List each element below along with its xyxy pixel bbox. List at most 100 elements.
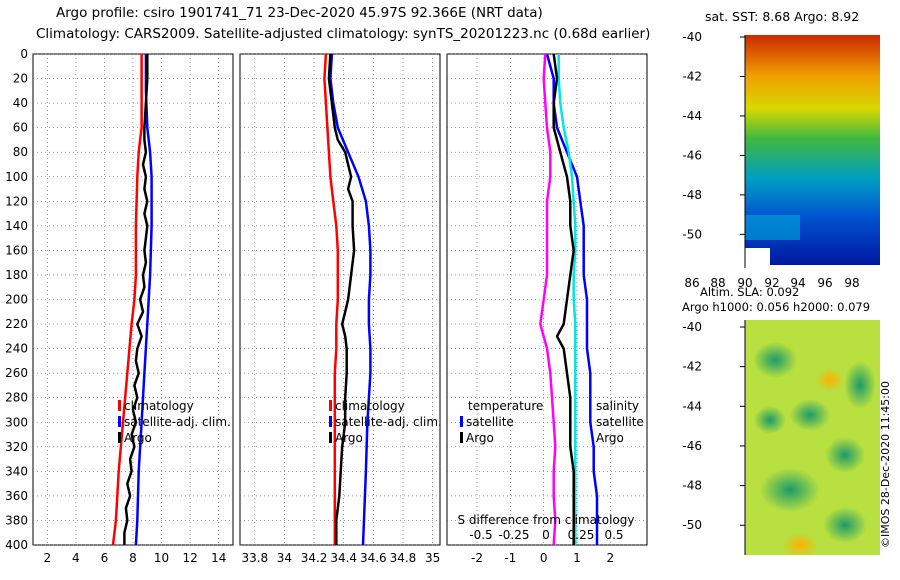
legend-label: satellite-adj. clim. — [124, 415, 231, 429]
lat-tick-label: -44 — [682, 399, 702, 413]
x-tick-label: 2 — [607, 551, 615, 565]
legend-swatch — [329, 432, 332, 443]
y-tick-label: 340 — [5, 464, 28, 478]
sla-eddy — [754, 406, 786, 434]
lon-tick-label: 88 — [710, 276, 725, 290]
legend-swatch — [329, 416, 332, 427]
legend-swatch — [460, 416, 463, 427]
legend-swatch — [118, 432, 121, 443]
lat-tick-label: -46 — [682, 148, 702, 162]
legend-label: Argo — [124, 431, 152, 445]
lon-tick-label: 98 — [844, 276, 859, 290]
lon-tick-label: 90 — [737, 276, 752, 290]
lat-tick-label: -42 — [682, 69, 702, 83]
y-tick-label: 320 — [5, 440, 28, 454]
sla-eddy — [753, 342, 797, 378]
sla-eddy — [816, 368, 844, 392]
lat-tick-label: -42 — [682, 360, 702, 374]
legend-swatch — [329, 400, 332, 411]
x-tick-label: -1 — [504, 551, 516, 565]
sst-map-patch — [745, 215, 800, 240]
lat-tick-label: -40 — [682, 320, 702, 334]
x-tick-label: 12 — [183, 551, 198, 565]
sla-lat-axis: -40 -42 -44 -46 -48 -50 — [682, 320, 745, 532]
y-tick-label: 360 — [5, 489, 28, 503]
y-tick-label: 280 — [5, 391, 28, 405]
lat-tick-label: -40 — [682, 30, 702, 44]
y-tick-label: 160 — [5, 243, 28, 257]
series-salinity-argo — [539, 53, 557, 546]
sla-eddy — [844, 361, 876, 409]
y-tick-label: 220 — [5, 317, 28, 331]
y-tick-label: 180 — [5, 268, 28, 282]
x-tick-label: 6 — [101, 551, 109, 565]
legend-label: satellite — [466, 415, 514, 429]
x-tick-label: 8 — [129, 551, 137, 565]
series-satellite-adj-clim- — [134, 54, 153, 546]
x-tick-label: 0 — [540, 551, 548, 565]
lon-tick-label: 92 — [764, 276, 779, 290]
series-climatology — [111, 54, 143, 546]
y-tick-label: 120 — [5, 194, 28, 208]
sla-eddy — [760, 468, 820, 512]
title-line-1: Argo profile: csiro 1901741_71 23-Dec-20… — [56, 5, 543, 21]
x-tick-label: 34.8 — [390, 551, 417, 565]
x-tick-label: 34.2 — [301, 551, 328, 565]
sst-map-title: sat. SST: 8.68 Argo: 8.92 — [705, 9, 860, 24]
lon-tick-label: 86 — [684, 276, 699, 290]
x-tick-label: 2 — [43, 551, 51, 565]
y-tick-label: 60 — [13, 121, 28, 135]
x-tick-label: 4 — [72, 551, 80, 565]
sla-eddy — [782, 533, 818, 557]
y-tick-label: 140 — [5, 219, 28, 233]
y-tick-label: 400 — [5, 538, 28, 552]
lat-tick-label: -50 — [682, 518, 702, 532]
y-tick-label: 200 — [5, 293, 28, 307]
x-tick-label: 35 — [425, 551, 440, 565]
sdiff-axis-label: S difference from climatology — [458, 513, 635, 527]
y-tick-label: 300 — [5, 415, 28, 429]
y-tick-label: 260 — [5, 366, 28, 380]
legend-label: salinity — [596, 399, 639, 413]
sdiff-tick-label: 0.5 — [604, 528, 623, 542]
legend-label: satellite — [596, 415, 644, 429]
series-temperature-argo — [552, 53, 575, 545]
series-salinity-satellite — [557, 54, 577, 545]
x-tick-label: 14 — [211, 551, 226, 565]
legend-label: climatology — [335, 399, 405, 413]
sst-map-land-mask — [745, 248, 770, 265]
lat-tick-label: -50 — [682, 227, 702, 241]
legend-swatch — [460, 432, 463, 443]
series-temperature-satellite — [545, 53, 599, 545]
lat-tick-label: -46 — [682, 439, 702, 453]
legend-label: climatology — [124, 399, 194, 413]
y-tick-label: 40 — [13, 96, 28, 110]
sdiff-tick-label: -0.5 — [469, 528, 492, 542]
sst-lon-axis: 86 88 90 92 94 96 98 — [684, 276, 859, 290]
series-argo — [327, 53, 356, 545]
y-tick-label: 240 — [5, 342, 28, 356]
legend-swatch — [118, 416, 121, 427]
series-climatology — [323, 53, 340, 545]
sdiff-tick-label: 0 — [542, 528, 550, 542]
legend-swatch — [118, 400, 121, 411]
series-argo — [123, 54, 149, 545]
x-tick-label: 1 — [573, 551, 581, 565]
legend-label: Argo — [335, 431, 363, 445]
sdiff-tick-label: 0.25 — [568, 528, 595, 542]
x-tick-label: 34 — [277, 551, 292, 565]
legend-label: temperature — [468, 399, 543, 413]
y-tick-label: 380 — [5, 513, 28, 527]
x-tick-label: -2 — [471, 551, 483, 565]
x-tick-label: 10 — [154, 551, 169, 565]
lon-tick-label: 96 — [817, 276, 832, 290]
title-line-2: Climatology: CARS2009. Satellite-adjuste… — [36, 26, 651, 42]
sla-map-subtitle: Argo h1000: 0.056 h2000: 0.079 — [682, 300, 871, 314]
lon-tick-label: 94 — [790, 276, 805, 290]
x-tick-label: 34.6 — [360, 551, 387, 565]
lat-tick-label: -44 — [682, 109, 702, 123]
sla-eddy — [825, 437, 865, 473]
y-tick-label: 20 — [13, 72, 28, 86]
x-tick-label: 34.4 — [330, 551, 357, 565]
